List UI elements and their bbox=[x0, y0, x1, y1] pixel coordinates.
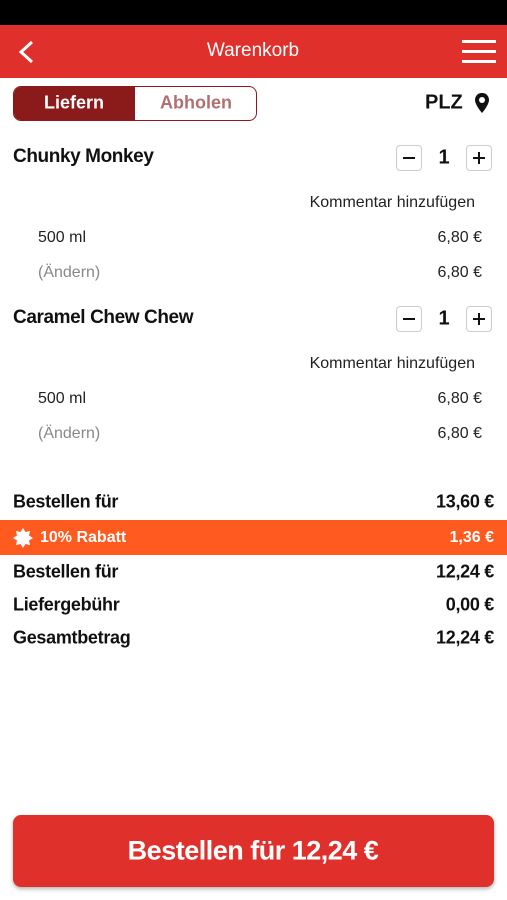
item-change-price: 6,80 € bbox=[437, 264, 482, 281]
icon bbox=[403, 157, 415, 159]
order-button[interactable]: Bestellen für 12,24 € bbox=[13, 815, 494, 887]
item-size: 500 ml bbox=[38, 390, 87, 407]
item-quantity: 1 bbox=[438, 146, 450, 169]
total-value: 12,24 € bbox=[436, 627, 494, 648]
delivery-toggle: Liefern Abholen bbox=[13, 86, 257, 121]
item-quantity: 1 bbox=[438, 307, 450, 330]
status-bar bbox=[0, 0, 507, 25]
net-value: 12,24 € bbox=[436, 561, 494, 582]
item-change-price: 6,80 € bbox=[437, 425, 482, 442]
add-comment[interactable]: Kommentar hinzufügen bbox=[309, 194, 475, 211]
add-comment[interactable]: Kommentar hinzufügen bbox=[309, 355, 475, 372]
plus-button[interactable] bbox=[466, 145, 492, 171]
minus-button[interactable] bbox=[396, 145, 422, 171]
location-pin[interactable] bbox=[474, 92, 490, 114]
change-link[interactable]: (Ändern) bbox=[38, 425, 101, 442]
discount-row: 10% Rabatt 1,36 € bbox=[0, 520, 507, 555]
total-label: Gesamtbetrag bbox=[13, 627, 131, 648]
icon bbox=[473, 152, 485, 164]
item-size: 500 ml bbox=[38, 229, 87, 246]
icon bbox=[403, 318, 415, 320]
discount-value: 1,36 € bbox=[449, 529, 494, 546]
location-label[interactable]: PLZ bbox=[425, 91, 463, 114]
item-size-price: 6,80 € bbox=[437, 390, 482, 407]
icon bbox=[473, 313, 485, 325]
screen-title: Warenkorb bbox=[206, 40, 300, 61]
back-button[interactable] bbox=[14, 39, 40, 65]
item-size-price: 6,80 € bbox=[437, 229, 482, 246]
discount-label: 10% Rabatt bbox=[40, 529, 127, 546]
subtotal-label: Bestellen für bbox=[13, 491, 119, 512]
change-link[interactable]: (Ändern) bbox=[38, 264, 101, 281]
discount-icon bbox=[13, 528, 33, 548]
fee-value: 0,00 € bbox=[445, 594, 495, 615]
minus-button[interactable] bbox=[396, 306, 422, 332]
item-name: Caramel Chew Chew bbox=[13, 307, 194, 328]
app-bar: Warenkorb bbox=[0, 25, 507, 78]
toggle-deliver[interactable]: Liefern bbox=[43, 92, 105, 113]
order-button-label: Bestellen für 12,24 € bbox=[127, 835, 379, 866]
toggle-pickup[interactable]: Abholen bbox=[160, 92, 232, 113]
menu-button[interactable] bbox=[462, 39, 496, 65]
item-name: Chunky Monkey bbox=[13, 146, 154, 167]
toggle-active[interactable] bbox=[14, 87, 135, 120]
fee-label: Liefergebühr bbox=[13, 594, 120, 615]
plus-button[interactable] bbox=[466, 306, 492, 332]
net-label: Bestellen für bbox=[13, 561, 119, 582]
subtotal-value: 13,60 € bbox=[436, 491, 494, 512]
